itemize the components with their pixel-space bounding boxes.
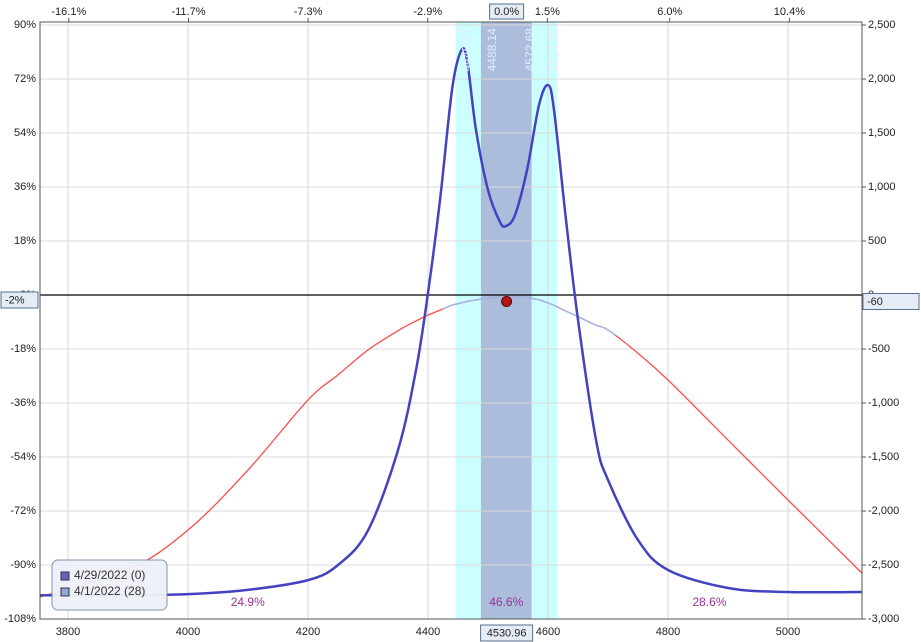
curves: [40, 46, 862, 598]
legend-label: 4/1/2022 (28): [74, 584, 145, 598]
y2-tick-label: -3,000: [868, 613, 899, 625]
y-tick-label: -18%: [10, 343, 36, 355]
y-tick-label: 36%: [14, 181, 36, 193]
current-y2-label: -60: [867, 296, 883, 308]
y2-tick-label: -1,500: [868, 451, 899, 463]
y2-tick-label: -2,500: [868, 559, 899, 571]
y-tick-label: 72%: [14, 73, 36, 85]
x2-tick-label: 1.5%: [535, 6, 560, 18]
x-tick-label: 4000: [176, 626, 200, 638]
y-tick-label: 18%: [14, 235, 36, 247]
x-tick-label: 4200: [296, 626, 320, 638]
y2-tick-label: 1,500: [868, 127, 896, 139]
y-tick-label: -90%: [10, 559, 36, 571]
probability-label: 28.6%: [692, 595, 726, 609]
y-tick-label: -72%: [10, 505, 36, 517]
x-tick-label: 3800: [56, 626, 80, 638]
legend-swatch: [60, 571, 70, 581]
legend: 4/29/2022 (0) 4/1/2022 (28): [51, 559, 168, 611]
band: [480, 22, 532, 619]
x-tick-label: 4400: [416, 626, 440, 638]
legend-swatch: [60, 587, 70, 597]
legend-label: 4/29/2022 (0): [74, 568, 145, 582]
bands: [455, 22, 557, 619]
probability-label: 46.6%: [489, 595, 523, 609]
y2-tick-label: -2,000: [868, 505, 899, 517]
y-tick-label: 54%: [14, 127, 36, 139]
y2-tick-label: -1,000: [868, 397, 899, 409]
line: [40, 46, 862, 597]
overlay: 4445.87 4614.95 4488.14 4572.68 24.9% 46.6% 28…: [0, 3, 920, 642]
band-edge-label: 4614.95: [548, 28, 562, 72]
plot-area: [40, 22, 862, 619]
x2-tick-label: -11.7%: [171, 6, 205, 18]
y2-tick-label: 2,000: [868, 73, 896, 85]
current-pct-label: 0.0%: [494, 6, 519, 18]
y-tick-label: 90%: [14, 19, 36, 31]
probability-label: 24.9%: [231, 595, 265, 609]
current-pct-label-box: [489, 3, 525, 20]
y-tick-label: -54%: [10, 451, 36, 463]
x2-tick-label: 6.0%: [657, 6, 682, 18]
band-edge-label: 4445.87: [460, 28, 474, 72]
current-y2-label-box: [862, 292, 920, 310]
band-edge-label: 4488.14: [485, 28, 499, 72]
current-y-label-box: [0, 291, 39, 309]
y-tick-label: -108%: [4, 613, 36, 625]
x-tick-label: 4800: [656, 626, 680, 638]
legend-box: [51, 559, 168, 611]
x2-tick-label: -7.3%: [294, 6, 323, 18]
x2-tick-label: 10.4%: [774, 6, 805, 18]
y2-tick-label: -500: [868, 343, 890, 355]
x2-tick-label: -16.1%: [51, 6, 86, 18]
y2-tick-label: 2,500: [868, 19, 896, 31]
current-price-label: 4530.96: [487, 627, 527, 639]
x-tick-label: 5000: [776, 626, 800, 638]
current-y-label: -2%: [5, 294, 25, 306]
y2-tick-label: 500: [868, 235, 886, 247]
band-edge-label: 4572.68: [523, 28, 537, 72]
x-tick-label: 4600: [536, 626, 560, 638]
current-price-label-box: [480, 624, 534, 642]
x2-tick-label: -2.9%: [413, 6, 442, 18]
line-highlight: [443, 296, 616, 337]
current-marker: [501, 295, 513, 307]
y2-tick-label: 1,000: [868, 181, 896, 193]
y-tick-label: -36%: [10, 397, 36, 409]
plot-border: [39, 21, 863, 620]
